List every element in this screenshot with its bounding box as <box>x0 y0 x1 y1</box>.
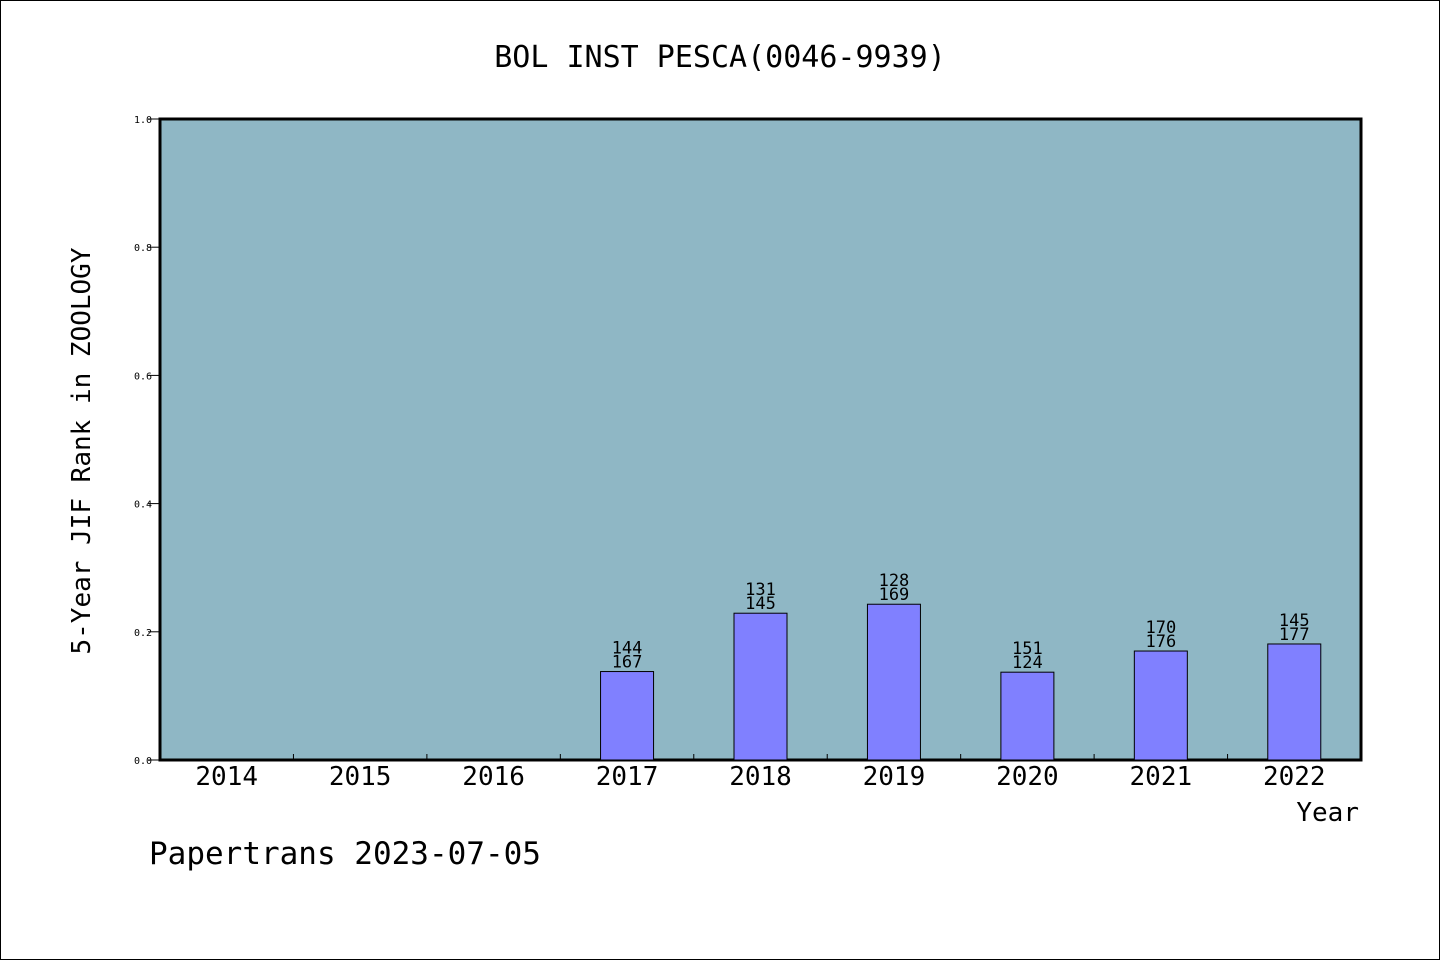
y-axis: 0.0 0.2 0.4 0.6 0.8 1.0 <box>134 115 160 767</box>
bar-label-top: 131 <box>745 580 776 600</box>
y-tick-label: 0.0 <box>134 756 152 767</box>
y-axis-label: 5-Year JIF Rank in ZOOLOGY <box>67 247 97 654</box>
x-tick-label: 2015 <box>329 762 392 792</box>
x-tick-label: 2016 <box>462 762 525 792</box>
x-tick-label: 2018 <box>729 762 792 792</box>
x-axis: 2014 2015 2016 2017 2018 2019 2020 2021 2022 <box>195 754 1326 792</box>
y-tick-label: 1.0 <box>134 115 152 126</box>
bar-label-bottom: 167 <box>612 653 643 673</box>
x-tick-label: 2017 <box>596 762 659 792</box>
bar-label-bottom: 177 <box>1279 625 1310 645</box>
bar-label-bottom: 169 <box>879 585 910 605</box>
bar-label-bottom: 145 <box>745 594 776 614</box>
bar-2018 <box>733 612 788 761</box>
footer-credit: Papertrans 2023-07-05 <box>149 836 541 872</box>
x-tick-label: 2020 <box>996 762 1059 792</box>
bar-label-top: 128 <box>879 571 910 591</box>
x-tick-label: 2019 <box>863 762 926 792</box>
bar-2019 <box>866 603 921 761</box>
x-tick-label: 2021 <box>1130 762 1193 792</box>
bar-label-top: 145 <box>1279 611 1310 631</box>
x-axis-label: Year <box>1296 798 1359 828</box>
y-tick-label: 0.8 <box>134 243 152 254</box>
bar-label-top: 151 <box>1012 639 1043 659</box>
bar-2017 <box>600 671 655 761</box>
bar-label-top: 170 <box>1145 618 1176 638</box>
bar-2020 <box>1000 671 1055 761</box>
bar-label-bottom: 176 <box>1145 632 1176 652</box>
bar-label-bottom: 124 <box>1012 653 1043 673</box>
x-tick-label: 2022 <box>1263 762 1326 792</box>
chart-title: BOL INST PESCA(0046-9939) <box>494 40 946 75</box>
bar-label-top: 144 <box>612 639 643 659</box>
y-tick-label: 0.6 <box>134 371 152 382</box>
bar-2021 <box>1133 650 1188 761</box>
bar-2022 <box>1267 643 1322 761</box>
x-tick-label: 2014 <box>195 762 258 792</box>
bars <box>600 603 1322 761</box>
y-tick-label: 0.2 <box>134 628 152 639</box>
y-tick-label: 0.4 <box>134 500 152 511</box>
